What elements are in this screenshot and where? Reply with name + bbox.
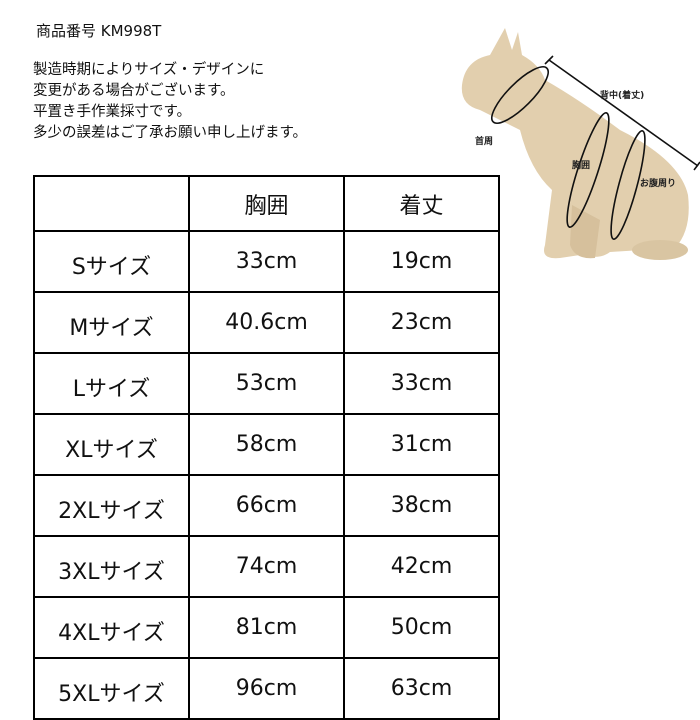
header-cell: 胸囲: [188, 175, 345, 232]
length-cell: 23cm: [343, 291, 500, 354]
product-code: 商品番号 KM998T: [36, 22, 162, 40]
length-cell: 19cm: [343, 230, 500, 293]
table-row: 5XLサイズ 96cm 63cm: [33, 657, 500, 720]
table-row: 2XLサイズ 66cm 38cm: [33, 474, 500, 537]
size-cell: XLサイズ: [33, 413, 190, 476]
length-cell: 33cm: [343, 352, 500, 415]
size-cell: Lサイズ: [33, 352, 190, 415]
length-cell: 63cm: [343, 657, 500, 720]
belly-label: お腹周り: [640, 177, 676, 189]
table-row: Mサイズ 40.6cm 23cm: [33, 291, 500, 354]
chest-cell: 58cm: [188, 413, 345, 476]
chest-cell: 96cm: [188, 657, 345, 720]
table-header-row: 胸囲 着丈: [33, 175, 500, 232]
size-cell: Sサイズ: [33, 230, 190, 293]
back-length-line: [548, 59, 699, 167]
table-row: 3XLサイズ 74cm 42cm: [33, 535, 500, 598]
note-line: 変更がある場合がございます。: [33, 83, 235, 99]
chest-cell: 40.6cm: [188, 291, 345, 354]
table-row: XLサイズ 58cm 31cm: [33, 413, 500, 476]
back-length-label: 背中(着丈): [600, 89, 644, 101]
notes: 製造時期によりサイズ・デザインに 変更がある場合がございます。 平置き手作業採寸…: [33, 60, 307, 144]
chest-cell: 74cm: [188, 535, 345, 598]
chest-ring: [566, 112, 610, 228]
length-cell: 50cm: [343, 596, 500, 659]
size-table: 胸囲 着丈 Sサイズ 33cm 19cm Mサイズ 40.6cm 23cm Lサイズ 53cm…: [33, 175, 500, 720]
size-cell: 2XLサイズ: [33, 474, 190, 537]
chest-cell: 53cm: [188, 352, 345, 415]
chest-cell: 33cm: [188, 230, 345, 293]
belly-ring: [610, 130, 646, 240]
table-row: Lサイズ 53cm 33cm: [33, 352, 500, 415]
dog-measurement-diagram: 背中(着丈) 首周 胸囲 お腹周り: [461, 28, 700, 260]
length-cell: 42cm: [343, 535, 500, 598]
size-cell: Mサイズ: [33, 291, 190, 354]
header-cell: 着丈: [343, 175, 500, 232]
size-cell: 5XLサイズ: [33, 657, 190, 720]
chest-cell: 81cm: [188, 596, 345, 659]
length-cell: 38cm: [343, 474, 500, 537]
neck-label: 首周: [475, 135, 493, 147]
chest-label: 胸囲: [572, 159, 590, 171]
size-cell: 4XLサイズ: [33, 596, 190, 659]
note-line: 多少の誤差はご了承お願い申し上げます。: [33, 125, 308, 141]
note-line: 平置き手作業採寸です。: [33, 104, 192, 120]
header-cell: [33, 175, 190, 232]
size-cell: 3XLサイズ: [33, 535, 190, 598]
length-cell: 31cm: [343, 413, 500, 476]
chest-cell: 66cm: [188, 474, 345, 537]
table-row: 4XLサイズ 81cm 50cm: [33, 596, 500, 659]
table-row: Sサイズ 33cm 19cm: [33, 230, 500, 293]
neck-ring: [491, 66, 549, 124]
note-line: 製造時期によりサイズ・デザインに: [33, 62, 265, 78]
